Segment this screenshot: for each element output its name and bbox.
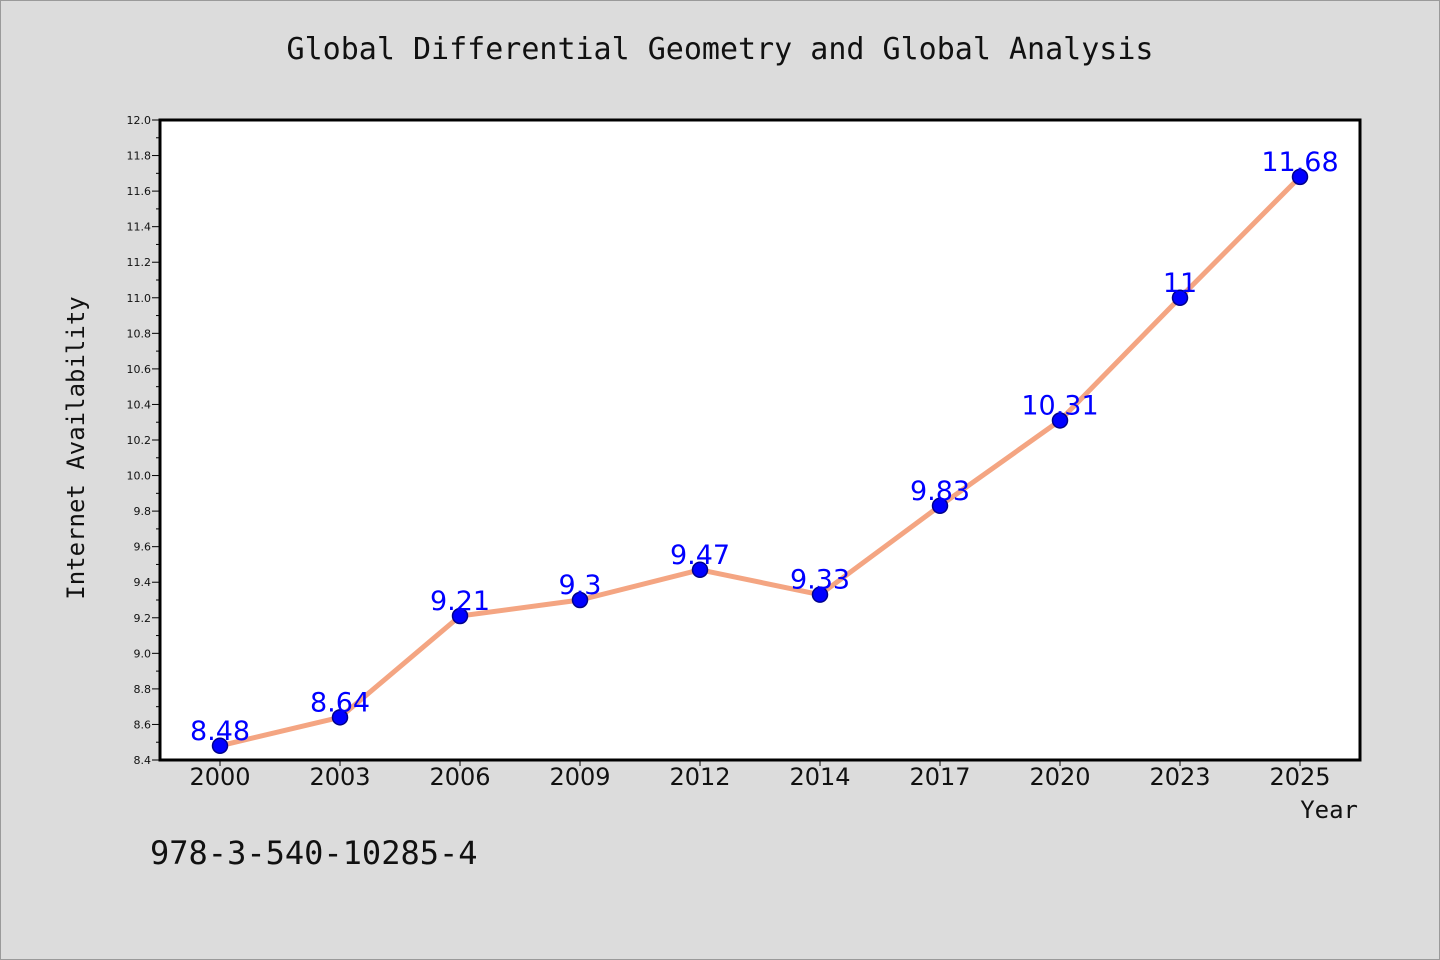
y-tick-label: 10.2 [127, 434, 152, 447]
y-tick-label: 9.6 [134, 541, 152, 554]
data-point [211, 737, 229, 755]
data-label: 9.83 [910, 476, 970, 507]
data-label: 11 [1163, 268, 1197, 299]
y-tick-label: 8.8 [134, 683, 152, 696]
data-label: 8.48 [190, 716, 250, 747]
data-point [1291, 168, 1309, 186]
x-tick-label: 2000 [189, 763, 250, 791]
data-label: 9.33 [790, 565, 850, 596]
y-tick-label: 11.6 [127, 185, 152, 198]
x-tick-label: 2025 [1269, 763, 1330, 791]
x-tick-label: 2009 [549, 763, 610, 791]
data-point [1051, 412, 1069, 429]
y-tick-label: 11.8 [127, 150, 152, 163]
y-tick-label: 9.2 [134, 612, 152, 625]
y-tick-label: 9.4 [134, 576, 152, 589]
data-label: 9.3 [559, 570, 602, 601]
y-tick-label: 11.4 [127, 221, 152, 234]
data-point [1171, 289, 1189, 307]
y-tick-label: 10.6 [127, 363, 152, 376]
data-point [451, 607, 469, 625]
y-tick-label: 10.0 [127, 470, 152, 483]
data-point [331, 709, 349, 726]
y-tick-label: 10.4 [127, 398, 152, 411]
chart-title: Global Differential Geometry and Global … [286, 32, 1154, 67]
y-tick-label: 11.2 [127, 256, 152, 269]
x-tick-label: 2017 [909, 763, 970, 791]
isbn-footnote: 978-3-540-10285-4 [150, 834, 478, 872]
y-tick-label: 9.8 [134, 505, 152, 518]
series-line [217, 174, 1303, 749]
x-tick-label: 2020 [1029, 763, 1090, 791]
data-point [691, 561, 709, 579]
x-tick-label: 2014 [789, 763, 850, 791]
x-tick-label: 2012 [669, 763, 730, 791]
x-axis-label: Year [1300, 796, 1358, 824]
y-tick-label: 10.8 [127, 327, 152, 340]
data-point [931, 497, 949, 515]
data-label: 9.21 [430, 586, 490, 617]
x-tick-label: 2006 [429, 763, 490, 791]
y-tick-label: 8.4 [134, 754, 152, 767]
data-label: 8.64 [310, 687, 370, 718]
y-tick-label: 11.0 [127, 292, 152, 305]
y-tick-label: 9.0 [134, 647, 152, 660]
data-label: 9.47 [670, 540, 730, 571]
x-tick-label: 2003 [309, 763, 370, 791]
data-point [571, 591, 589, 609]
y-tick-label: 12.0 [127, 114, 152, 127]
data-label: 11.68 [1261, 147, 1338, 178]
data-point [811, 586, 829, 603]
y-tick-label: 8.6 [134, 718, 152, 731]
data-label: 10.31 [1021, 390, 1098, 421]
x-tick-label: 2023 [1149, 763, 1210, 791]
plot-area [158, 118, 1362, 762]
